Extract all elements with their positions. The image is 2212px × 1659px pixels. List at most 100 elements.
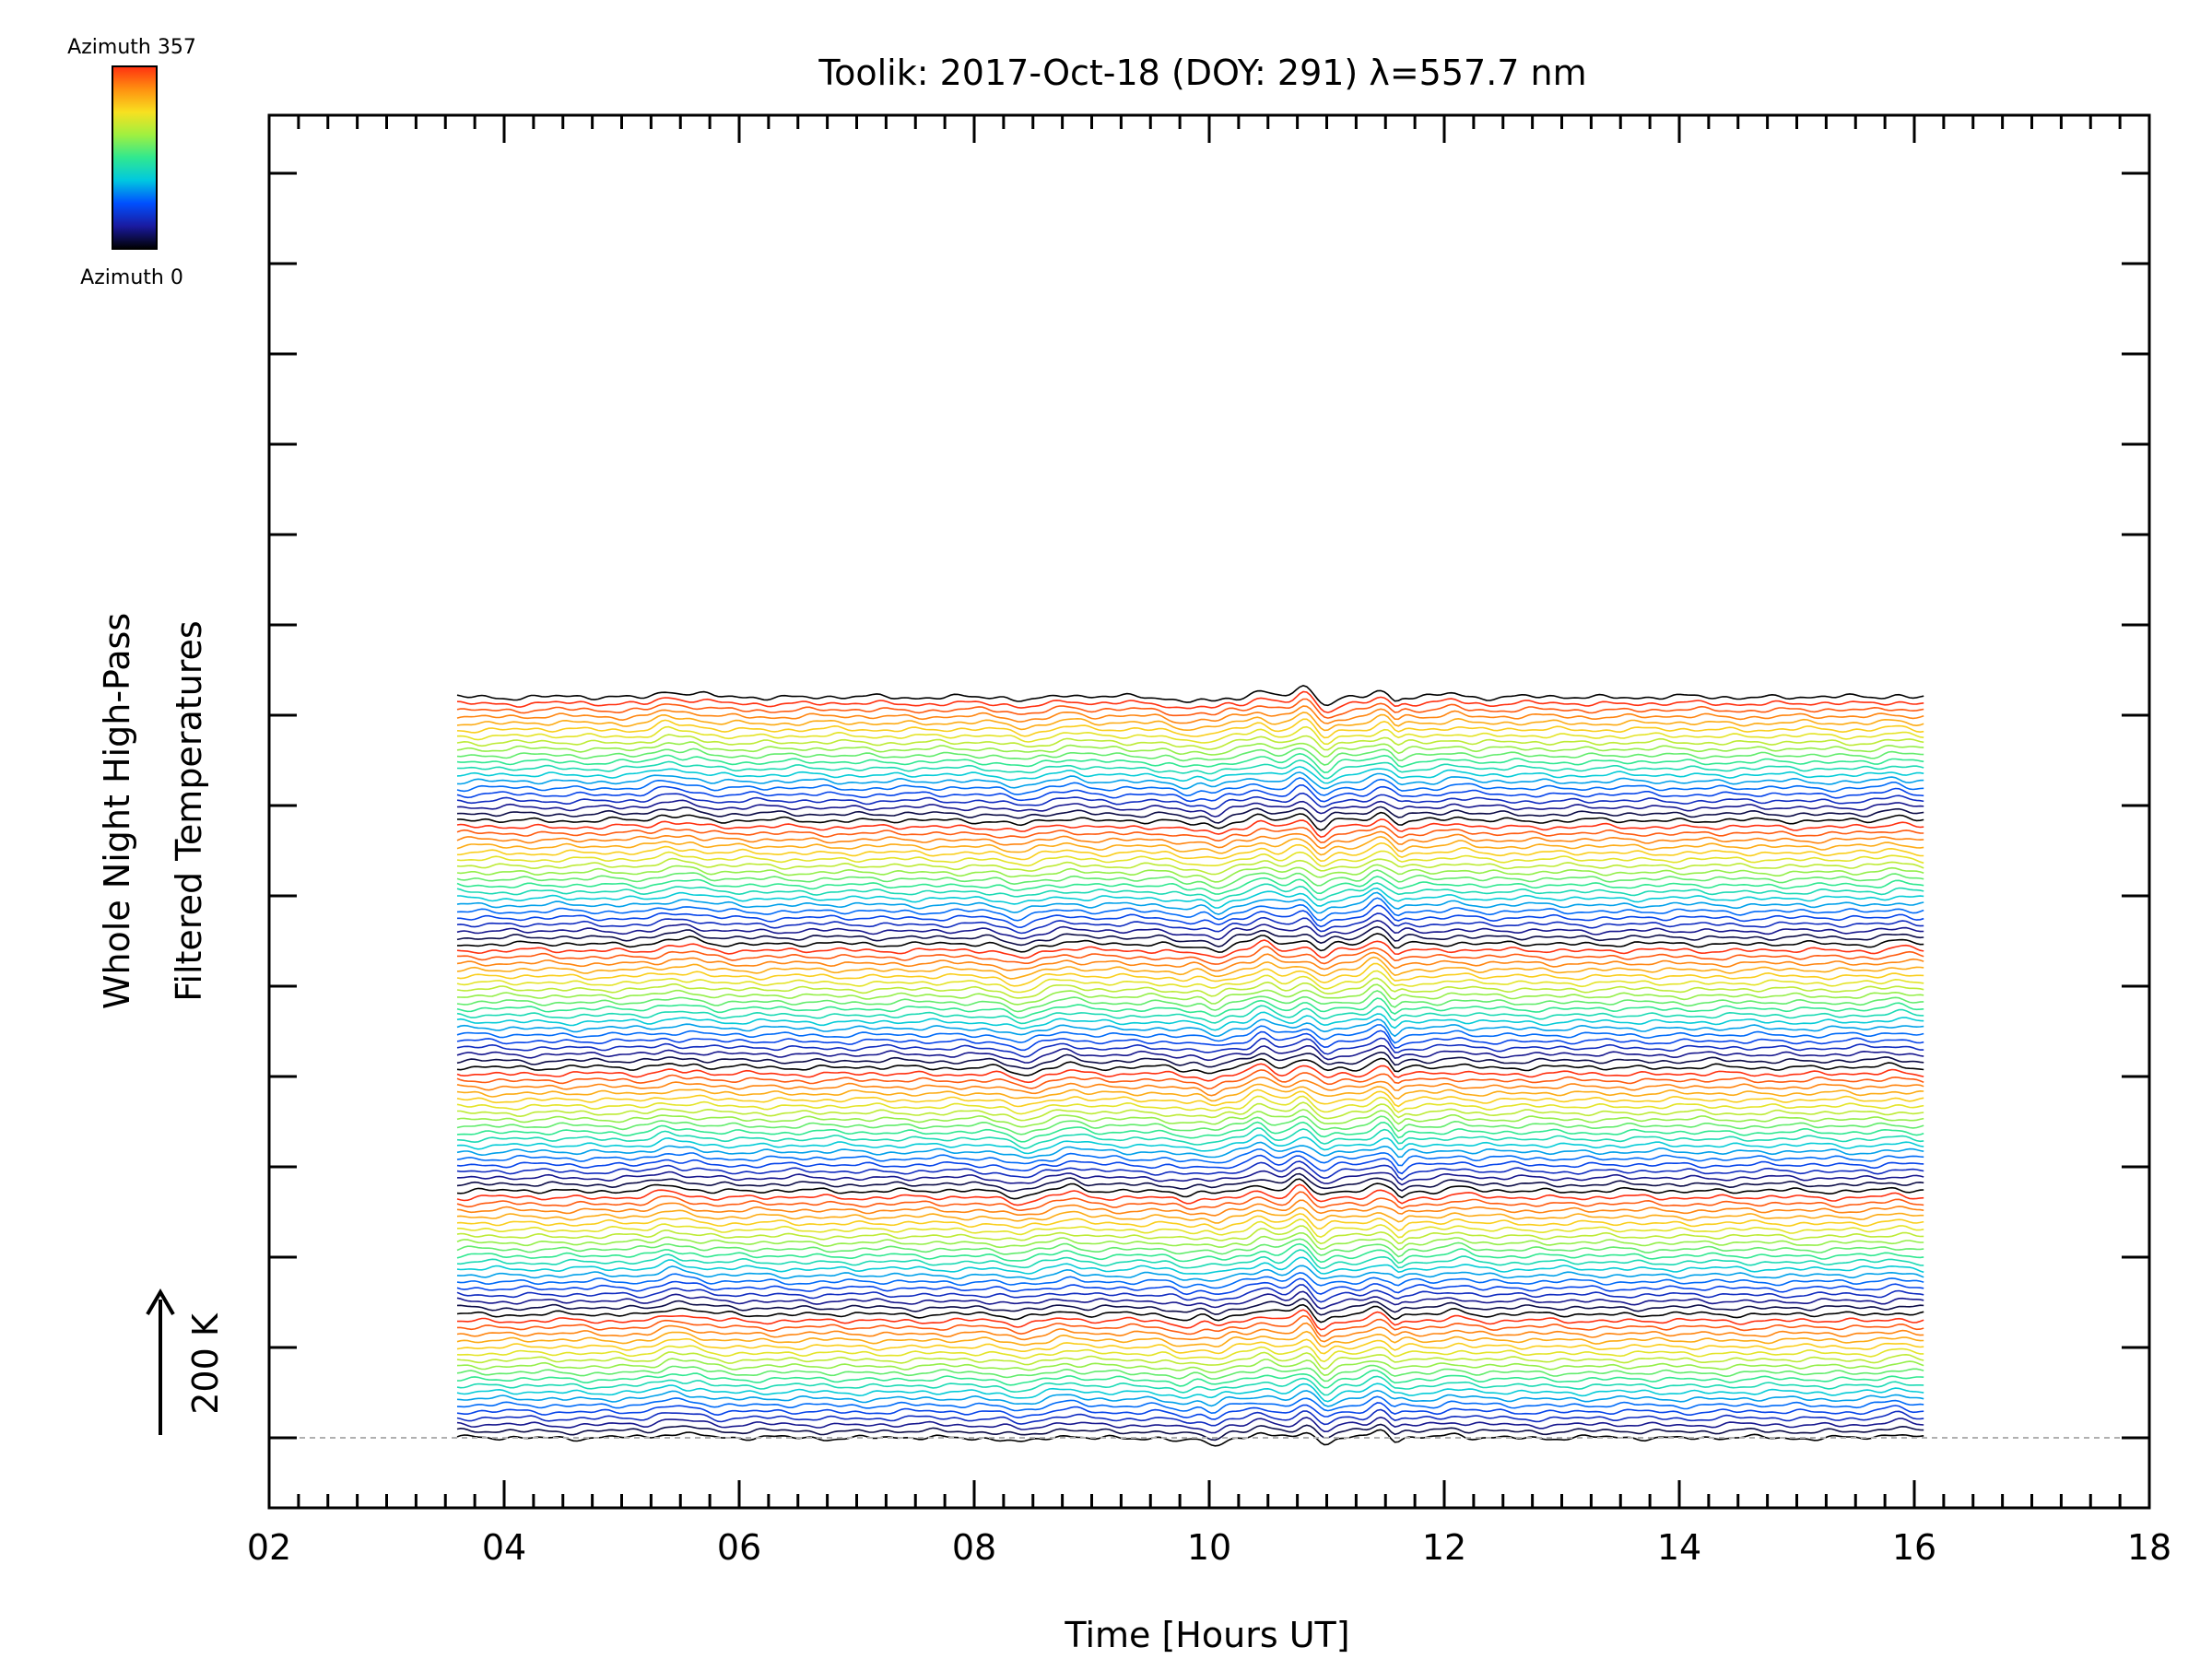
series-line [456,1395,1924,1415]
series-line [456,1284,1924,1303]
x-tick-label: 08 [952,1527,996,1568]
series-line [457,1314,1924,1337]
series-line [456,850,1924,867]
series-line [456,1172,1924,1193]
series-line [456,752,1924,774]
series-line [456,1044,1924,1064]
series-line [456,1256,1924,1275]
series-line [456,830,1924,850]
x-tick-label: 12 [1422,1527,1466,1568]
y-axis-title-line-1: Whole Night High-Pass [97,613,137,1009]
series-line [456,741,1924,758]
series-line [456,1337,1924,1355]
series-line [456,698,1924,719]
series-line [456,792,1924,810]
series-line [456,712,1924,732]
series-line [456,869,1924,889]
series-line [456,912,1924,935]
series-line [456,1330,1924,1348]
series-line [456,1206,1924,1224]
series-line [456,857,1924,876]
series-line [456,1148,1924,1167]
series-line [457,946,1924,965]
series-line [456,759,1924,780]
x-ticks [267,115,2151,1508]
series-line [456,1402,1924,1420]
y-axis-title-group: Whole Night High-Pass Filtered Temperatu… [97,613,209,1009]
series-line [456,1051,1924,1070]
series-line [456,1183,1924,1206]
series-line [456,1225,1924,1245]
series-line [456,1272,1924,1289]
series-line [456,977,1924,999]
series-line [456,725,1924,746]
series-group [456,685,1924,1447]
series-line [456,766,1924,784]
series-line [456,1369,1924,1389]
series-line [456,690,1924,713]
series-line [457,1167,1924,1186]
series-line [457,887,1924,909]
colorbar-bottom-label: Azimuth 0 [80,266,183,289]
series-line [456,990,1924,1013]
series-line [456,1382,1924,1403]
series-line [456,1030,1924,1052]
series-line [456,1345,1924,1363]
series-line [456,1429,1924,1447]
series-line [457,811,1924,831]
x-tick-label: 16 [1892,1527,1936,1568]
series-line [456,1242,1924,1265]
series-line [456,1364,1924,1382]
series-line [456,1309,1924,1331]
series-line [456,1095,1924,1115]
series-line [456,1077,1924,1097]
series-line [456,818,1924,839]
series-line [456,1322,1924,1343]
series-line [456,734,1924,751]
scale-bar-label: 200 K [185,1312,226,1415]
series-line [456,777,1924,797]
series-line [456,1178,1924,1200]
series-line [456,1389,1924,1407]
series-line [456,951,1924,972]
series-line [456,956,1924,980]
series-line [456,1024,1924,1044]
series-line [456,1088,1924,1108]
series-line [456,1018,1924,1038]
series-line [456,1303,1924,1324]
series-line [456,1238,1924,1258]
series-line [457,904,1924,929]
scale-bar: 200 K [146,1288,226,1435]
series-line [456,1115,1924,1135]
series-line [456,1063,1924,1084]
x-tick-label: 10 [1187,1527,1231,1568]
series-line [456,1141,1924,1159]
series-line [456,685,1924,707]
series-line [456,897,1924,922]
series-line [456,891,1924,915]
x-tick-label: 06 [717,1527,761,1568]
series-line [456,970,1924,994]
series-line [456,1154,1924,1175]
series-line [456,1083,1924,1102]
series-line [456,771,1924,790]
x-tick-label: 02 [247,1527,291,1568]
colorbar [112,65,158,250]
series-line [456,1011,1924,1031]
chart-title: Toolik: 2017-Oct-18 (DOY: 291) λ=557.7 n… [818,53,1586,93]
series-line [456,1423,1924,1441]
series-line [456,806,1924,824]
series-line [456,1069,1924,1090]
y-ticks [269,171,2149,1440]
series-line [456,1265,1924,1282]
series-line [456,825,1924,843]
series-line [456,1408,1924,1427]
series-line [456,1375,1924,1396]
series-line [456,1298,1924,1316]
series-line [456,1277,1924,1296]
series-line [457,933,1924,953]
series-line [456,1037,1924,1058]
series-line [456,1213,1924,1231]
series-line [457,1218,1924,1239]
